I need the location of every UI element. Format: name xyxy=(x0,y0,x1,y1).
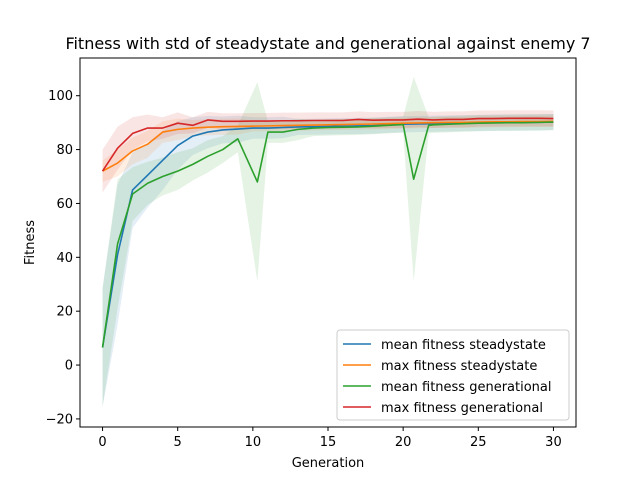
legend: mean fitness steadystate max fitness stea… xyxy=(336,329,570,421)
y-tick-label: 60 xyxy=(56,197,73,212)
series-line-max-fitness-generational xyxy=(101,117,554,172)
std-band-mean-fitness-generational xyxy=(102,76,554,407)
y-tick-label: 100 xyxy=(48,89,73,104)
std-band-max-fitness-steadystate xyxy=(102,115,554,182)
legend-label: mean fitness generational xyxy=(381,380,551,395)
y-axis-ticks: −20 0 20 40 60 80 100 xyxy=(46,89,80,427)
series-line-max-fitness-steadystate xyxy=(102,120,554,172)
legend-label: mean fitness steadystate xyxy=(381,338,546,353)
x-tick-label: 15 xyxy=(320,435,337,450)
y-axis-label: Fitness xyxy=(23,220,38,265)
legend-label: max fitness steadystate xyxy=(381,359,537,374)
series-lines xyxy=(101,117,554,348)
y-tick-label: 20 xyxy=(56,305,73,320)
y-tick-label: −20 xyxy=(46,412,73,427)
x-axis-label: Generation xyxy=(292,456,365,471)
series-line-mean-fitness-generational xyxy=(101,121,554,348)
y-tick-label: 80 xyxy=(56,143,73,158)
x-tick-label: 25 xyxy=(470,435,487,450)
legend-box xyxy=(336,329,570,421)
x-tick-label: 10 xyxy=(245,435,262,450)
x-tick-label: 5 xyxy=(174,435,182,450)
x-tick-label: 20 xyxy=(395,435,412,450)
y-tick-label: 0 xyxy=(65,359,73,374)
x-tick-label: 30 xyxy=(545,435,562,450)
legend-label: max fitness generational xyxy=(381,401,543,416)
chart-title: Fitness with std of steadystate and gene… xyxy=(65,34,590,53)
x-axis-ticks: 0 5 10 15 20 25 30 xyxy=(98,427,562,450)
x-tick-label: 0 xyxy=(98,435,106,450)
y-tick-label: 40 xyxy=(56,251,73,266)
